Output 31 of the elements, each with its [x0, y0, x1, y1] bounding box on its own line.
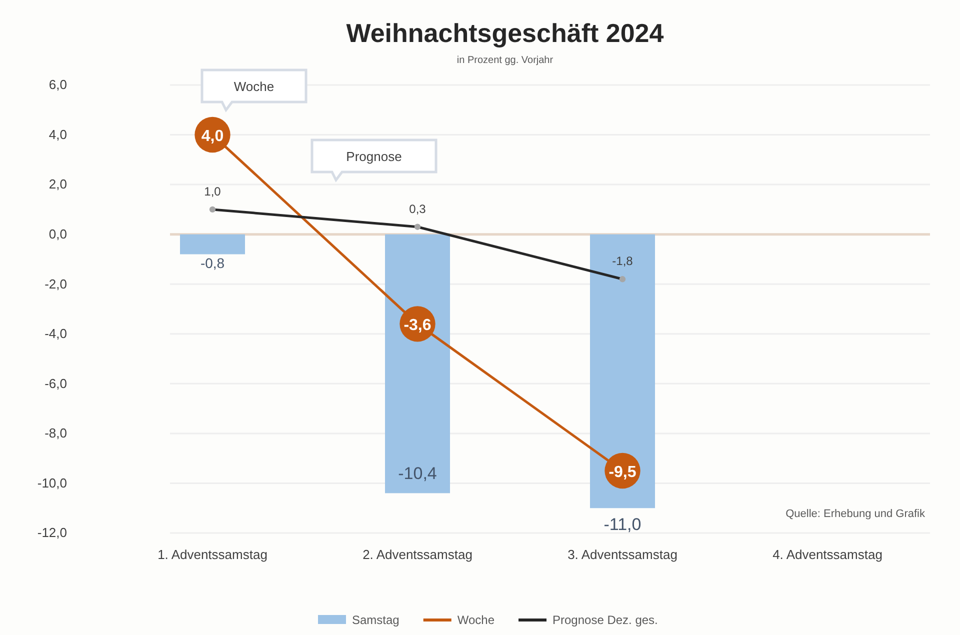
y-tick-label: 4,0 — [48, 126, 67, 142]
chart-subtitle: in Prozent gg. Vorjahr — [456, 55, 554, 66]
y-tick-label: 6,0 — [48, 77, 67, 92]
y-tick-label: -12,0 — [37, 525, 67, 540]
data-label: 4,0 — [201, 128, 224, 145]
x-tick-label: 2. Adventssamstag — [362, 547, 472, 562]
data-label: -1,8 — [612, 254, 634, 268]
y-tick-label: -8,0 — [44, 426, 67, 441]
data-label: -9,5 — [608, 464, 636, 481]
data-label: -3,6 — [404, 316, 432, 334]
annotation: Prognose — [346, 149, 402, 164]
y-tick-label: -6,0 — [44, 376, 67, 391]
legend-label: Prognose Dez. ges. — [552, 613, 658, 627]
legend-label: Woche — [457, 613, 495, 627]
data-label: 1,0 — [204, 184, 222, 198]
y-tick-label: 0,0 — [48, 226, 67, 242]
y-tick-label: -2,0 — [44, 276, 67, 292]
data-label: -10,4 — [398, 464, 437, 484]
chart-title: Weihnachtsgeschäft 2024 — [346, 18, 664, 48]
data-label: 0,3 — [409, 202, 426, 216]
x-tick-label: 1. Adventssamstag — [158, 547, 268, 562]
legend-label: Samstag — [352, 613, 400, 627]
y-tick-label: -4,0 — [44, 326, 67, 342]
x-tick-label: 4. Adventssamstag — [772, 547, 882, 562]
annotation: Quelle: Erhebung und Grafik — [786, 508, 926, 520]
y-tick-label: 2,0 — [48, 176, 67, 192]
annotation: Woche — [234, 79, 274, 94]
x-tick-label: 3. Adventssamstag — [568, 547, 678, 562]
data-label: -11,0 — [604, 515, 642, 534]
y-tick-label: -10,0 — [37, 475, 67, 490]
data-label: -0,8 — [200, 255, 225, 272]
